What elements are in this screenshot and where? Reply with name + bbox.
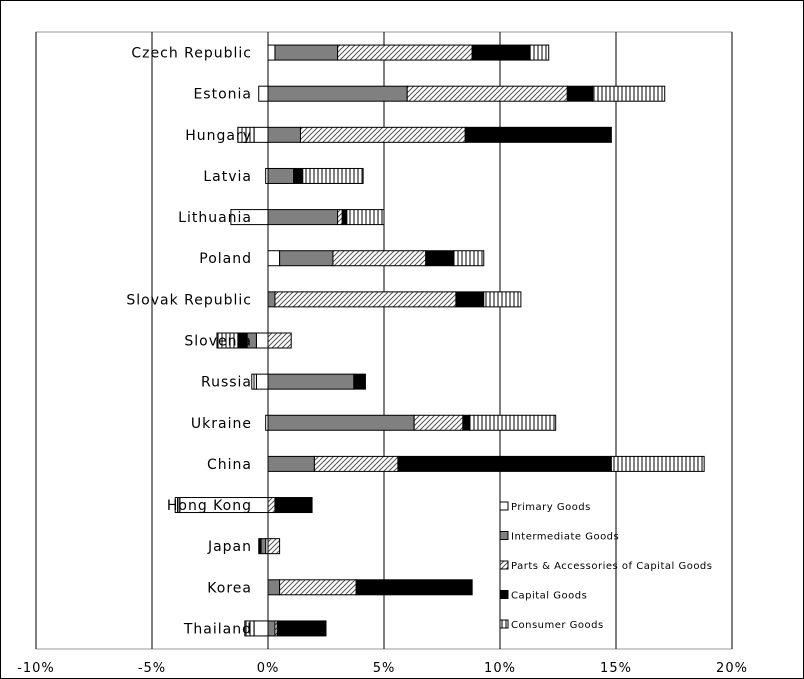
bar-segment-parts-and-accessories-of-capital-goods [267,497,276,514]
bar-segment-consumer-goods [346,209,385,226]
bar-segment-parts-and-accessories-of-capital-goods [274,291,457,308]
bar-segment-intermediate-goods [279,250,334,267]
category-label: Hungary [185,128,252,144]
category-label: Czech Republic [131,46,252,62]
bar-segment-consumer-goods [302,167,364,184]
bar-segment-parts-and-accessories-of-capital-goods [267,538,281,555]
bar-segment-intermediate-goods [267,579,281,596]
bar-segment-primary-goods [267,250,281,267]
bar-segment-capital-goods [293,167,304,184]
bar-segment-intermediate-goods [274,44,339,61]
x-tick-label: 10% [484,661,516,676]
bar-segment-consumer-goods [237,126,255,143]
bar-segment-capital-goods [471,44,531,61]
bar-segment-intermediate-goods [267,373,355,390]
legend-swatch-capital-goods [499,590,509,599]
bar-segment-intermediate-goods [267,620,276,637]
bar-segment-consumer-goods [483,291,522,308]
bar-segment-parts-and-accessories-of-capital-goods [337,44,473,61]
bar-segment-primary-goods [253,620,269,637]
category-label: Slovenia [184,334,252,350]
category-label: Hong Kong [167,498,252,514]
bar-segment-capital-goods [397,455,612,472]
legend-swatch-consumer-goods [499,619,509,629]
legend: Primary Goods Intermediate Goods Parts & A… [499,501,713,631]
bar-segment-primary-goods [255,373,269,390]
bar-segment-capital-goods [341,209,348,226]
bar-segment-capital-goods [353,373,366,390]
bar-segment-primary-goods [258,85,269,102]
category-label: Russia [201,375,252,391]
bar-segment-parts-and-accessories-of-capital-goods [279,579,357,596]
category-label: Lithuania [178,210,252,226]
x-tick-label: -10% [17,661,55,676]
category-label: Japan [207,539,252,555]
bar-segment-intermediate-goods [267,414,415,431]
legend-label-capital-goods: Capital Goods [511,591,587,602]
bar-segment-intermediate-goods [267,455,315,472]
bar-segment-consumer-goods [529,44,550,61]
bar-segment-primary-goods [267,44,276,61]
bar-segment-intermediate-goods [260,538,267,555]
category-label: Thailand [183,621,252,637]
bar-segment-capital-goods [464,126,612,143]
category-label: Latvia [203,169,252,185]
bar-segment-primary-goods [255,332,269,349]
bar-segment-parts-and-accessories-of-capital-goods [337,209,343,226]
bar-segment-intermediate-goods [267,291,276,308]
bar-segment-parts-and-accessories-of-capital-goods [313,455,399,472]
bar-segment-intermediate-goods [267,209,339,226]
legend-swatch-parts-and-accessories-of-capital-goods [499,560,509,570]
x-tick-label: 5% [373,661,396,676]
bar-segment-capital-goods [425,250,455,267]
category-label: Poland [199,251,252,267]
bar-segment-intermediate-goods [267,85,408,102]
bar-segment-primary-goods [253,126,269,143]
bar-segment-intermediate-goods [267,167,295,184]
bar-segment-consumer-goods [216,332,239,349]
bar-segment-capital-goods [258,538,262,555]
bar-segment-parts-and-accessories-of-capital-goods [406,85,568,102]
bar-segment-consumer-goods [592,85,666,102]
bar-segment-parts-and-accessories-of-capital-goods [413,414,464,431]
bar-segment-parts-and-accessories-of-capital-goods [299,126,466,143]
x-tick-label: 0% [257,661,280,676]
legend-label-parts-and-accessories-of-capital-goods: Parts & Accessories of Capital Goods [511,561,713,572]
bar-segment-consumer-goods [251,373,257,390]
bar-segment-intermediate-goods [267,126,301,143]
bar-segment-parts-and-accessories-of-capital-goods [332,250,427,267]
legend-label-consumer-goods: Consumer Goods [511,620,604,631]
category-label: Korea [207,580,252,596]
x-tick-label: 15% [600,661,632,676]
bar-segment-consumer-goods [469,414,557,431]
category-label: Slovak Republic [126,292,252,308]
category-label: Estonia [193,87,252,103]
category-labels: Czech Republic Estonia Hungary Latvia Lithua… [126,46,252,638]
category-label: China [207,457,252,473]
bar-segment-capital-goods [455,291,485,308]
legend-label-primary-goods: Primary Goods [511,502,591,513]
bar-segment-capital-goods [566,85,594,102]
bar-segment-consumer-goods [610,455,705,472]
bars-group [174,44,705,637]
bar-segment-consumer-goods [174,497,179,514]
bar-segment-parts-and-accessories-of-capital-goods [267,332,292,349]
x-tick-labels: -10% -5% 0% 5% 10% 15% 20% [17,661,748,676]
legend-label-intermediate-goods: Intermediate Goods [511,532,619,543]
x-tick-label: 20% [716,661,748,676]
category-label: Ukraine [191,416,252,432]
bar-segment-consumer-goods [244,620,255,637]
bar-segment-capital-goods [462,414,471,431]
bar-segment-capital-goods [274,497,313,514]
x-tick-label: -5% [138,661,166,676]
bar-segment-capital-goods [276,620,327,637]
bar-segment-consumer-goods [453,250,485,267]
bar-segment-capital-goods [355,579,473,596]
legend-swatch-intermediate-goods [499,531,509,540]
legend-swatch-primary-goods [499,501,509,511]
